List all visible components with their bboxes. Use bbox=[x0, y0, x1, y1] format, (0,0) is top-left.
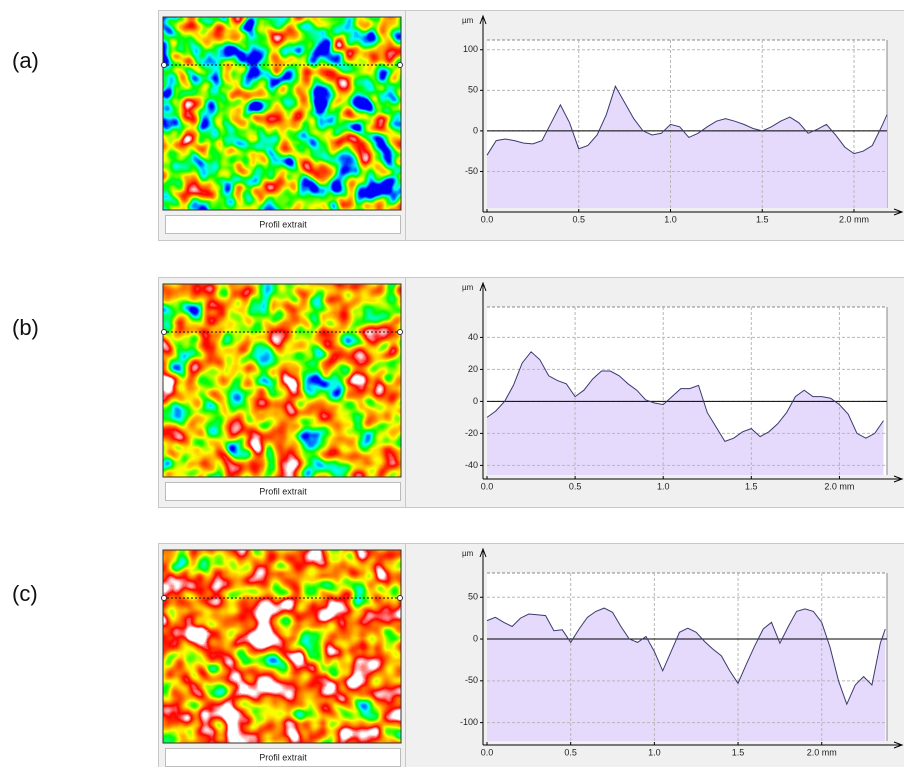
y-tick-label: -40 bbox=[465, 460, 478, 470]
heatmap-border bbox=[162, 16, 402, 211]
y-tick-label: 0 bbox=[473, 396, 478, 406]
heatmap-border bbox=[162, 549, 402, 744]
heatmap bbox=[163, 284, 401, 477]
x-arrow bbox=[893, 741, 904, 749]
y-axis-label: µm bbox=[462, 283, 474, 292]
y-arrow bbox=[479, 547, 487, 558]
x-tick-label: 1.0 bbox=[657, 481, 670, 491]
y-tick-label: 50 bbox=[468, 85, 478, 95]
area bbox=[487, 351, 884, 475]
heatmap bbox=[163, 550, 401, 743]
y-tick-label: -50 bbox=[465, 675, 478, 685]
profile-handle bbox=[397, 62, 403, 68]
y-tick-label: 0 bbox=[473, 125, 478, 135]
profile bbox=[486, 351, 884, 443]
y-axis-label: µm bbox=[462, 549, 474, 558]
x-tick-label: 0.0 bbox=[481, 481, 494, 491]
heatmap-border bbox=[162, 283, 402, 478]
x-tick-label: 0.0 bbox=[481, 747, 494, 757]
panel-label: (a) bbox=[12, 48, 39, 73]
x-tick-label: 1.0 bbox=[664, 214, 677, 224]
x-arrow bbox=[893, 475, 904, 483]
x-tick-label: 0.5 bbox=[564, 747, 577, 757]
area bbox=[487, 608, 886, 741]
button-label[interactable]: Profil extrait bbox=[259, 486, 307, 496]
profile-handle bbox=[161, 595, 167, 601]
profile-handle bbox=[397, 595, 403, 601]
y-tick-label: -20 bbox=[465, 428, 478, 438]
y-tick-label: 40 bbox=[468, 332, 478, 342]
y-tick-label: 50 bbox=[468, 592, 478, 602]
y-tick-label: -50 bbox=[465, 166, 478, 176]
x-tick-label: 2.0 mm bbox=[824, 481, 854, 491]
y-tick-label: 100 bbox=[463, 44, 478, 54]
button-label[interactable]: Profil extrait bbox=[259, 219, 307, 229]
profile-handle bbox=[161, 329, 167, 335]
profile-handle bbox=[397, 329, 403, 335]
button-label[interactable]: Profil extrait bbox=[259, 752, 307, 762]
y-arrow bbox=[479, 14, 487, 25]
x-tick-label: 1.0 bbox=[648, 747, 661, 757]
panel-label: (c) bbox=[12, 581, 38, 606]
y-arrow bbox=[479, 281, 487, 292]
x-tick-label: 2.0 mm bbox=[839, 214, 869, 224]
x-tick-label: 1.5 bbox=[732, 747, 745, 757]
x-tick-label: 2.0 mm bbox=[807, 747, 837, 757]
profile bbox=[486, 85, 888, 156]
x-tick-label: 0.5 bbox=[569, 481, 582, 491]
profile bbox=[486, 607, 886, 706]
heatmap bbox=[163, 17, 401, 210]
x-tick-label: 1.5 bbox=[756, 214, 769, 224]
panel-label: (b) bbox=[12, 315, 39, 340]
area bbox=[487, 86, 887, 208]
button[interactable] bbox=[165, 482, 401, 501]
x-tick-label: 0.5 bbox=[572, 214, 585, 224]
x-tick-label: 1.5 bbox=[745, 481, 758, 491]
y-tick-label: 0 bbox=[473, 633, 478, 643]
button[interactable] bbox=[165, 215, 401, 234]
y-tick-label: 20 bbox=[468, 364, 478, 374]
y-axis-label: µm bbox=[462, 16, 474, 25]
x-tick-label: 0.0 bbox=[481, 214, 494, 224]
x-arrow bbox=[893, 208, 904, 216]
profile-handle bbox=[161, 62, 167, 68]
y-tick-label: -100 bbox=[460, 717, 478, 727]
